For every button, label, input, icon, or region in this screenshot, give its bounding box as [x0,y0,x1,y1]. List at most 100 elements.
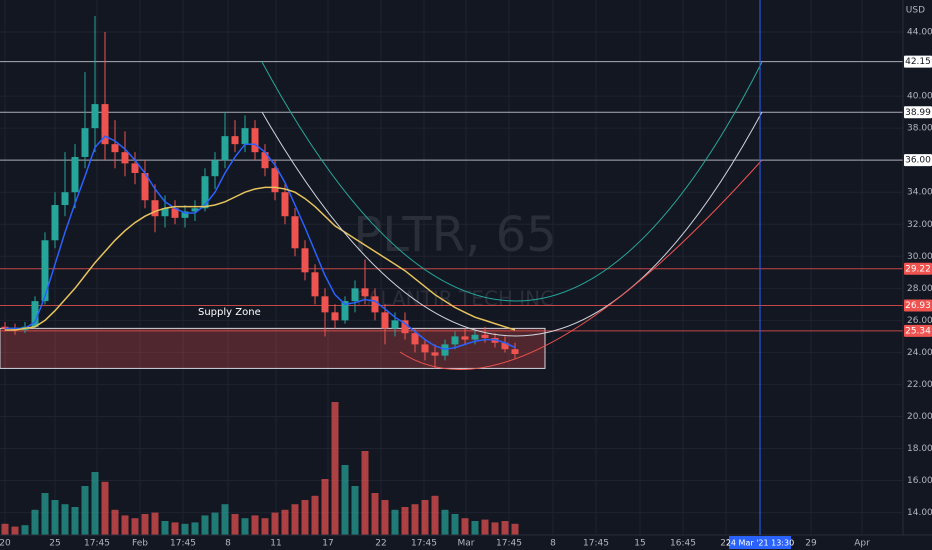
volume-bar [1,523,9,535]
candle-body [201,176,209,209]
candle-body [31,301,39,327]
volume-bar [441,509,449,535]
candle-body [511,349,519,354]
x-tick-label: Mar [458,539,475,549]
volume-bar [251,515,259,535]
volume-bar [181,523,189,535]
candle-body [191,208,199,212]
volume-bar [201,515,209,535]
volume-bar [511,523,519,535]
volume-bar [121,515,129,535]
y-tick-label: 20.00 [907,412,932,422]
candle-body [471,334,479,340]
candle-body [451,336,459,345]
candle-body [441,344,449,356]
x-tick-label: 25 [49,539,60,549]
volume-bar [101,481,109,535]
level-label-bg [904,262,932,275]
volume-bar [481,519,489,535]
volume-bar [291,504,299,535]
level-label-bg [904,154,932,167]
candle-body [101,104,109,145]
volume-bar [491,522,499,535]
candle-body [81,128,89,157]
cup-curve [261,61,763,302]
plot [0,16,903,535]
candle-body [11,328,19,330]
volume-bar [141,514,149,535]
x-tick-label: 17 [322,539,333,549]
crosshair-label: 24 Mar '21 13:30 [726,539,794,548]
volume-bar [151,512,159,535]
candle-body [431,352,439,356]
volume-bar [71,507,79,535]
level-label: 38.99 [905,108,931,118]
y-tick-label: 40.00 [907,92,932,102]
x-tick-label: 16:45 [670,539,696,549]
candle-body [111,144,119,153]
candle-body [141,172,149,201]
candle-body [351,288,359,302]
cup-curve [261,111,763,337]
candle-body [271,168,279,193]
level-label: 42.15 [905,57,931,67]
volume-bar [191,522,199,535]
level-label-bg [904,106,932,119]
candle-body [121,152,129,164]
candle-body [161,208,169,217]
candle-body [421,344,429,353]
volume-bar [41,493,49,535]
x-tick-label: 8 [550,539,556,549]
candle-body [331,312,339,321]
volume-bar [311,495,319,535]
volume-bar [91,472,99,535]
candle-body [91,104,99,129]
y-tick-label: 22.00 [907,380,932,390]
x-tick-label: 29 [805,539,817,549]
volume-bar [11,526,19,535]
candle-body [51,205,59,241]
volume-bar [411,504,419,535]
x-tick-label: 15 [634,539,645,549]
cup-curve [399,159,763,370]
volume-bar [211,512,219,535]
candle-body [381,312,389,329]
x-tick-label: 22 [720,539,731,549]
y-tick-label: 14.00 [907,508,932,518]
volume-bar [321,479,329,535]
volume-bar [111,509,119,535]
volume-bar [231,514,239,535]
volume-bar [361,451,369,535]
y-tick-label: 28.00 [907,284,932,294]
volume-bar [401,507,409,535]
volume-bar [281,509,289,535]
volume-bar [61,504,69,535]
volume-bar [171,522,179,535]
y-tick-label: 34.00 [907,188,932,198]
volume-bar [131,518,139,535]
volume-bar [261,518,269,535]
candle-body [281,192,289,217]
ma-line [5,186,516,331]
crosshair-label-bg [729,536,791,549]
candle-body [61,192,69,206]
y-tick-label: 16.00 [907,476,932,486]
volume-bar [301,500,309,535]
level-label: 29.22 [905,264,931,274]
candle-body [321,296,329,313]
x-tick-label: Feb [132,539,148,549]
y-tick-label: 30.00 [907,252,932,262]
watermark: PLTR, 65 [353,207,556,263]
ma-line [5,135,516,350]
x-tick-label: 11 [270,539,281,549]
currency: USD [906,6,925,16]
volume-bar [221,504,229,535]
candle-body [211,160,219,177]
candle-body [291,216,299,249]
x-tick-label: 17:45 [170,539,196,549]
x-tick-label: 17:45 [84,539,110,549]
candle-body [391,320,399,329]
volume-bar [271,512,279,535]
candle-body [401,320,409,334]
